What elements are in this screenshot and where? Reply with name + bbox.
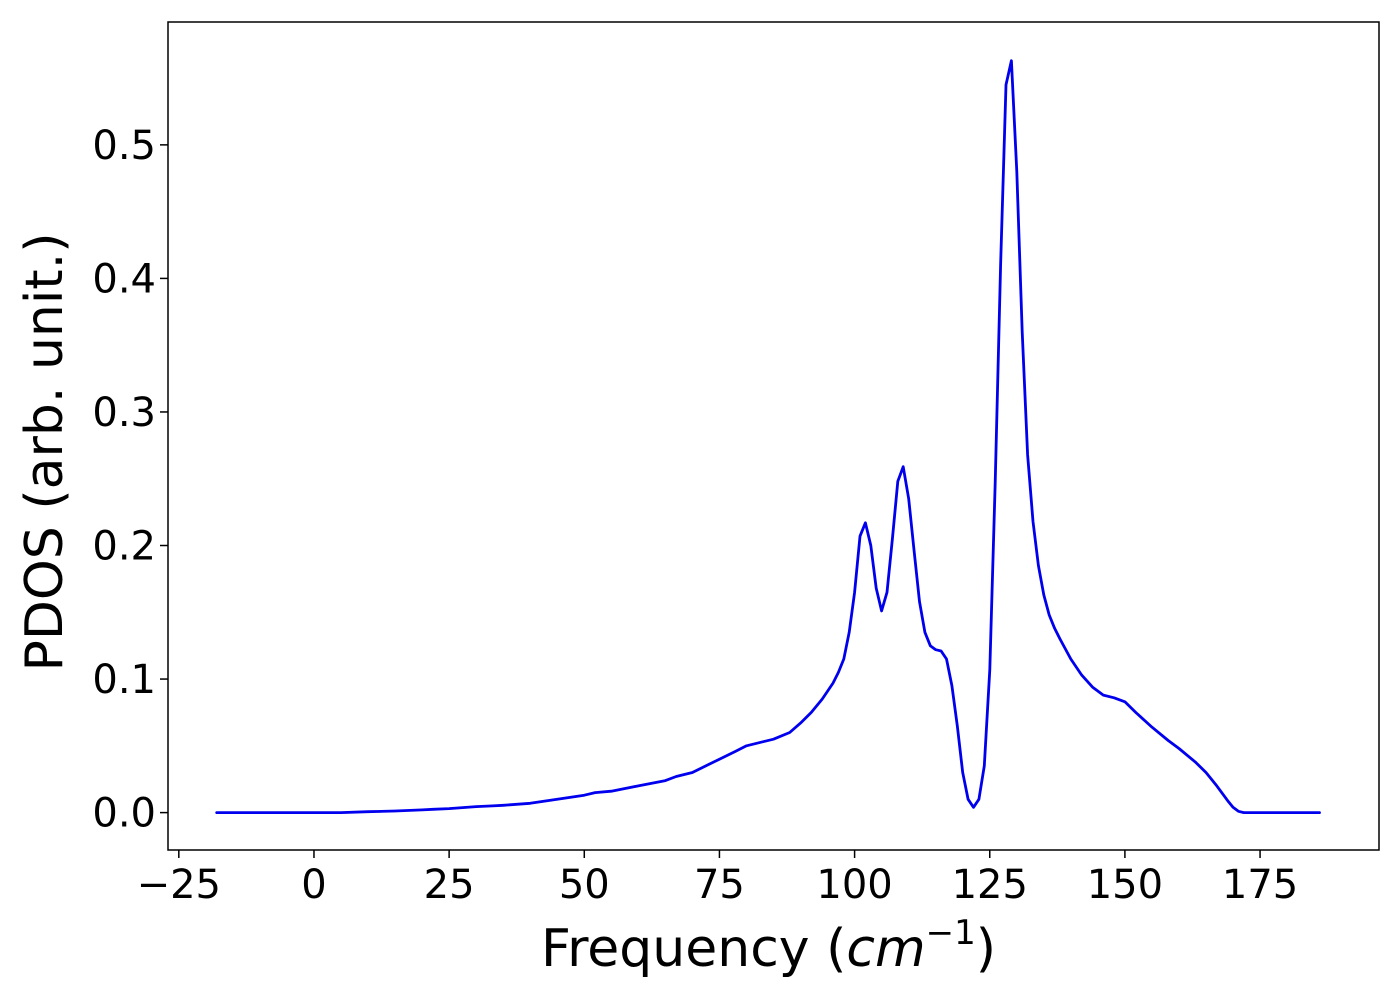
plot-frame: [167, 21, 1380, 851]
series-line-1: [215, 59, 1321, 814]
x-axis-label-exponent: −1: [926, 913, 976, 953]
x-axis: −25 0 25 50 75 100 125 150 175: [137, 850, 1298, 908]
x-tick-label: 150: [1087, 862, 1163, 908]
x-axis-label-unit: cm: [846, 919, 925, 979]
y-tick-label: 0.4: [92, 256, 156, 302]
y-tick-label: 0.1: [92, 657, 156, 703]
x-tick-label: 75: [694, 862, 745, 908]
y-tick-label: 0.5: [92, 123, 156, 169]
x-axis-label-close: ): [976, 919, 996, 979]
x-tick-label: 50: [559, 862, 610, 908]
y-tick-label: 0.3: [92, 390, 156, 436]
x-tick-label: 0: [301, 862, 326, 908]
x-tick-label: 100: [816, 862, 892, 908]
y-axis-label: PDOS (arb. unit.): [15, 232, 75, 671]
x-tick-label: 125: [952, 862, 1028, 908]
x-tick-label: 25: [424, 862, 475, 908]
x-tick-label: 175: [1222, 862, 1298, 908]
y-tick-label: 0.0: [92, 791, 156, 837]
x-tick-label: −25: [137, 862, 221, 908]
x-axis-label: Frequency (cm−1): [541, 913, 996, 979]
x-axis-label-text: Frequency (: [541, 919, 846, 979]
y-tick-label: 0.2: [92, 524, 156, 570]
y-axis: 0.0 0.1 0.2 0.3 0.4 0.5: [92, 123, 168, 837]
series-layer: [215, 59, 1321, 814]
